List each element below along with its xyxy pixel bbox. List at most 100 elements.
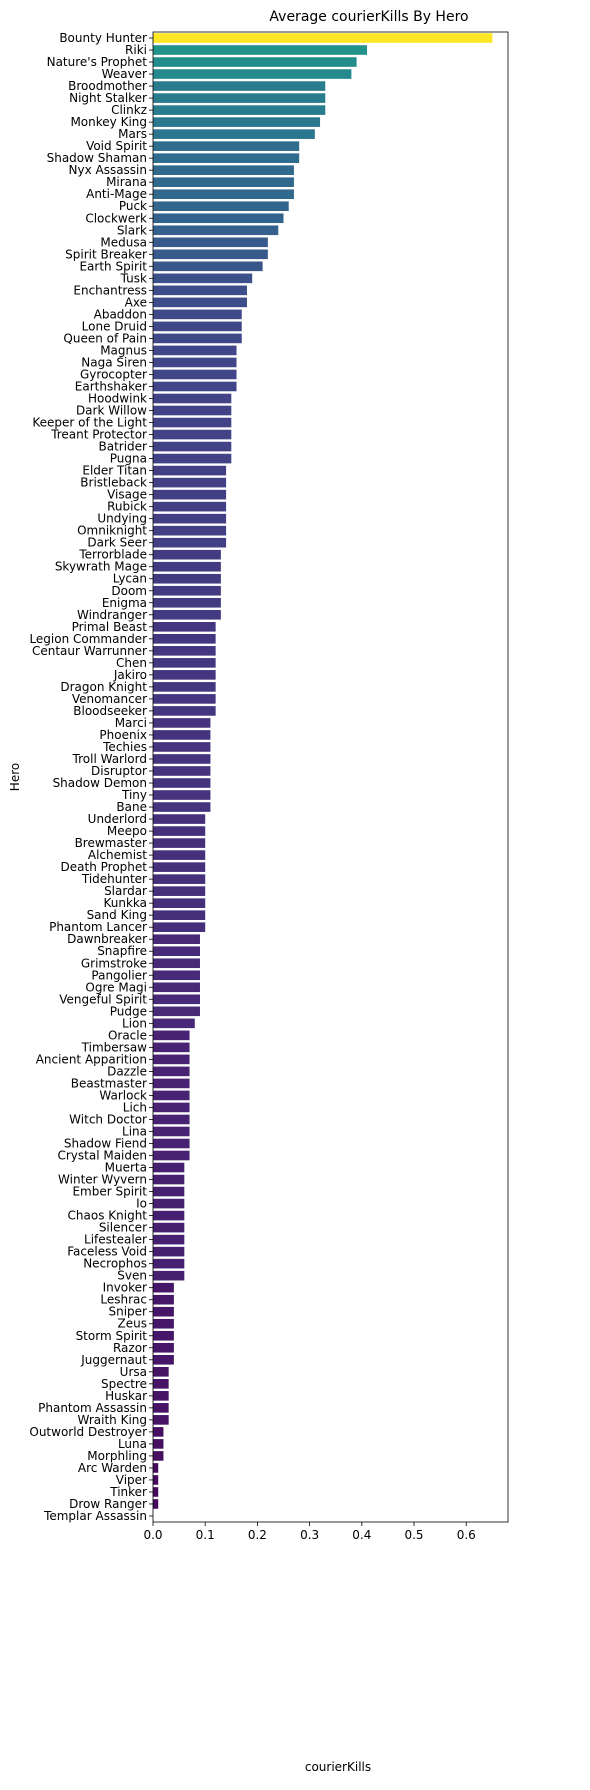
bar (153, 369, 237, 380)
x-axis-title: courierKills (305, 1760, 371, 1774)
bar (153, 934, 200, 945)
bar (153, 1403, 169, 1413)
bar (153, 513, 227, 524)
y-tick-label: Anti-Mage (86, 187, 147, 201)
bar (153, 1354, 174, 1365)
bar (153, 345, 237, 356)
bar (153, 357, 237, 368)
bar (153, 1090, 190, 1101)
y-tick-label: Riki (125, 43, 147, 57)
bar (153, 285, 247, 296)
y-tick-label: Legion Commander (29, 632, 147, 646)
bar (153, 525, 227, 536)
bar (153, 1054, 190, 1065)
y-tick-label: Spectre (101, 1377, 147, 1391)
bar (153, 1391, 169, 1401)
y-tick-label: Bristleback (80, 476, 147, 490)
y-tick-label: Tinker (109, 1485, 147, 1499)
y-tick-label: Templar Assassin (43, 1509, 147, 1523)
y-tick-label: Lion (122, 1016, 147, 1030)
bar (153, 790, 211, 800)
bar (153, 1006, 200, 1017)
bar (153, 165, 294, 175)
y-tick-label: Hoodwink (88, 391, 147, 405)
bar (153, 465, 227, 476)
bar (153, 1318, 174, 1329)
y-tick-label: Arc Warden (78, 1461, 147, 1475)
y-tick-label: Bounty Hunter (59, 31, 147, 45)
y-tick-label: Ancient Apparition (36, 1052, 147, 1066)
y-tick-label: Puck (119, 199, 147, 213)
y-tick-label: Batrider (99, 440, 148, 454)
y-tick-label: Drow Ranger (69, 1497, 147, 1511)
bar (153, 1246, 185, 1257)
y-tick-label: Ogre Magi (85, 980, 147, 994)
bar (153, 381, 237, 392)
y-tick-label: Enigma (102, 596, 147, 610)
y-tick-label: Leshrac (100, 1293, 147, 1307)
bar (153, 874, 206, 884)
y-tick-label: Skywrath Mage (55, 560, 147, 574)
bar (153, 1042, 190, 1053)
bar (153, 1102, 190, 1113)
bar (153, 670, 216, 680)
y-tick-label: Bane (116, 800, 147, 814)
bar (153, 898, 206, 908)
y-tick-label: Juggernaut (80, 1353, 147, 1367)
y-tick-label: Slardar (104, 884, 147, 898)
bar (153, 1379, 169, 1389)
bar (153, 213, 284, 224)
y-tick-label: Underlord (88, 812, 147, 826)
bar (153, 129, 315, 139)
bar (153, 105, 326, 115)
y-tick-label: Pangolier (91, 968, 147, 982)
bar (153, 489, 227, 500)
bar (153, 1499, 159, 1509)
y-tick-label: Magnus (100, 343, 147, 357)
y-tick-label: Lina (122, 1124, 147, 1138)
bar (153, 1330, 174, 1341)
bar (153, 237, 268, 248)
y-tick-label: Snapfire (97, 944, 147, 958)
bar (153, 261, 263, 272)
bar (153, 886, 206, 896)
bar (153, 862, 206, 872)
bar (153, 597, 221, 608)
bar (153, 1475, 159, 1485)
y-tick-label: Earth Spirit (79, 259, 147, 273)
y-tick-label: Phantom Assassin (38, 1401, 147, 1415)
y-tick-label: Morphling (87, 1449, 147, 1463)
y-tick-label: Keeper of the Light (32, 416, 147, 430)
bar (153, 982, 200, 993)
bar (153, 57, 357, 67)
bar (153, 1126, 190, 1137)
y-tick-label: Warlock (99, 1088, 147, 1102)
y-tick-label: Meepo (107, 824, 147, 838)
bar (153, 69, 352, 79)
bar (153, 405, 232, 416)
bar (153, 621, 216, 632)
y-tick-label: Clinkz (111, 103, 147, 117)
x-tick-label: 0.6 (457, 1528, 476, 1542)
y-tick-label: Muerta (105, 1161, 147, 1175)
y-tick-label: Undying (97, 512, 147, 526)
bar (153, 1198, 185, 1209)
y-tick-label: Phantom Lancer (49, 920, 147, 934)
bar (153, 501, 227, 512)
y-tick-label: Alchemist (88, 848, 147, 862)
y-tick-label: Io (136, 1197, 147, 1211)
bar (153, 177, 294, 188)
bar (153, 45, 368, 55)
y-tick-label: Lich (123, 1100, 147, 1114)
bar (153, 1234, 185, 1245)
bar (153, 573, 221, 584)
x-tick-label: 0.3 (300, 1528, 319, 1542)
y-tick-label: Centaur Warrunner (32, 644, 147, 658)
y-tick-label: Primal Beast (72, 620, 148, 634)
y-tick-label: Grimstroke (81, 956, 147, 970)
y-tick-label: Vengeful Spirit (59, 992, 147, 1006)
y-tick-label: Lone Druid (82, 319, 147, 333)
bar (153, 1114, 190, 1125)
x-tick-label: 0.5 (404, 1528, 423, 1542)
y-axis-title: Hero (8, 763, 22, 791)
